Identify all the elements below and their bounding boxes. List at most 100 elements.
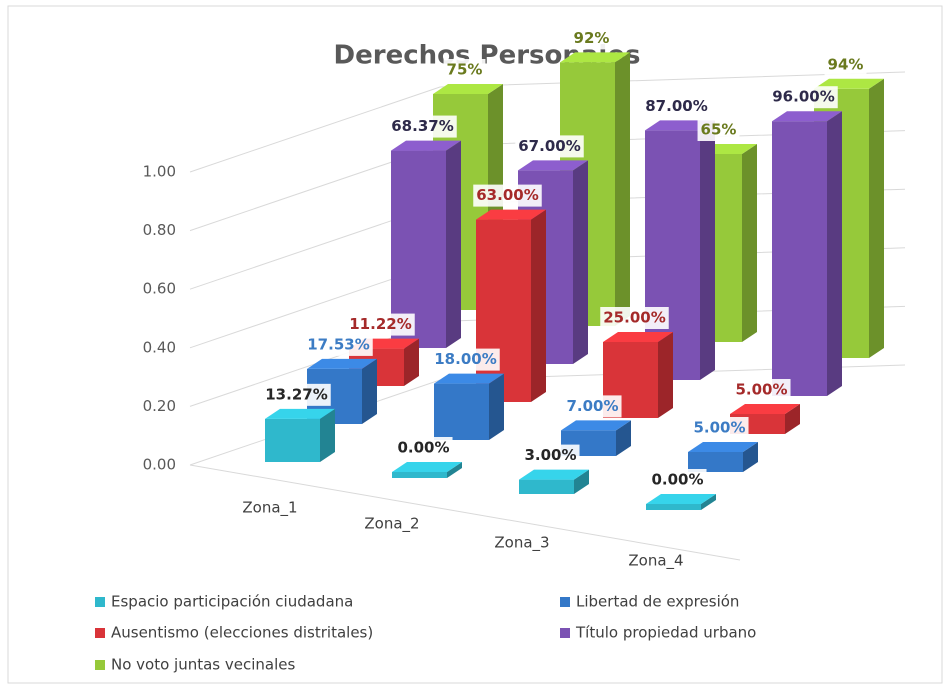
value-label: 13.27% <box>265 385 327 403</box>
value-label-bg <box>563 395 622 418</box>
bar-side <box>320 408 335 462</box>
bar-side <box>869 78 884 359</box>
x-tick-label: Zona_3 <box>494 534 549 553</box>
bars <box>265 52 884 510</box>
legend-swatch <box>95 597 105 607</box>
value-label: 17.53% <box>307 335 369 353</box>
bar-top <box>476 209 546 220</box>
bar-side <box>573 160 588 364</box>
bar <box>603 332 673 418</box>
legend-label: No voto juntas vecinales <box>111 656 295 674</box>
value-label-bg <box>304 333 373 356</box>
value-label-bg <box>732 379 791 401</box>
bar-top <box>519 469 589 480</box>
bar-top <box>391 140 461 151</box>
bar-top <box>392 462 462 472</box>
bar <box>265 408 335 462</box>
value-label: 94% <box>828 55 864 73</box>
bar-side <box>362 358 377 424</box>
labels: 75% 92% 65% 94% 68.37% 67.00% 87.00% 96.00% 11.2… <box>262 27 867 491</box>
value-label: 11.22% <box>349 315 411 333</box>
bar <box>772 111 842 396</box>
value-label-bg <box>443 59 486 81</box>
value-label-bg <box>521 444 580 467</box>
grid-line <box>189 71 906 173</box>
value-label-bg <box>690 417 749 439</box>
value-label: 87.00% <box>645 97 707 115</box>
value-label: 5.00% <box>735 381 787 399</box>
bar-side <box>446 140 461 348</box>
bar-side <box>827 111 842 396</box>
bar-front <box>434 383 489 440</box>
bar-side <box>574 469 589 494</box>
bar-side <box>615 52 630 327</box>
value-label-bg <box>648 469 707 491</box>
bar <box>476 209 546 402</box>
bar-side <box>489 373 504 440</box>
value-label-bg <box>824 53 867 76</box>
value-label-bg <box>600 307 669 329</box>
value-label-bg <box>388 115 457 138</box>
bar-top <box>730 404 800 414</box>
y-tick-label: 0.40 <box>143 338 176 356</box>
bar <box>646 494 716 510</box>
value-label: 63.00% <box>476 186 538 204</box>
value-label-bg <box>570 27 613 50</box>
bar-top <box>646 494 716 504</box>
bar-top <box>434 373 504 384</box>
bar-top <box>561 420 631 431</box>
legend-swatch <box>95 628 105 638</box>
value-label: 3.00% <box>524 446 576 464</box>
bar-top <box>265 408 335 419</box>
bar-side <box>616 420 631 456</box>
bar-front <box>476 219 531 402</box>
value-label: 65% <box>701 121 737 139</box>
value-label: 92% <box>574 29 610 47</box>
bar-side <box>658 332 673 418</box>
bar-side <box>404 338 419 386</box>
value-label: 75% <box>447 61 483 79</box>
bar-top <box>560 52 630 63</box>
bar-front <box>688 452 743 472</box>
x-tick-label: Zona_1 <box>242 499 297 518</box>
bar-side <box>447 462 462 478</box>
bar-front <box>265 418 320 462</box>
bar-top <box>603 332 673 342</box>
x-tick-label: Zona_4 <box>628 552 683 571</box>
bar-top <box>307 358 377 369</box>
bar <box>519 469 589 494</box>
value-label: 67.00% <box>518 137 580 155</box>
bar <box>434 373 504 440</box>
bar-front <box>392 472 447 478</box>
bar <box>392 462 462 478</box>
bar-top <box>772 111 842 122</box>
y-tick-label: 1.00 <box>143 163 176 181</box>
value-label-bg <box>262 383 331 406</box>
bar-top <box>688 442 758 452</box>
bar <box>688 442 758 472</box>
bar-side <box>701 494 716 510</box>
bar-front <box>772 121 827 396</box>
value-label: 0.00% <box>651 471 703 489</box>
legend-label: Título propiedad urbano <box>575 624 756 642</box>
bar-side <box>742 144 757 342</box>
value-label: 5.00% <box>693 419 745 437</box>
y-tick-label: 0.80 <box>143 221 176 239</box>
bar-front <box>519 479 574 494</box>
value-label: 18.00% <box>434 350 496 368</box>
value-label: 96.00% <box>772 88 834 106</box>
value-label-bg <box>346 313 415 336</box>
bar-top <box>518 160 588 171</box>
bar-top <box>433 84 503 94</box>
value-label: 7.00% <box>566 397 618 415</box>
value-label-bg <box>697 119 740 141</box>
legend-label: Libertad de expresión <box>576 593 739 611</box>
legend-swatch <box>560 628 570 638</box>
value-label: 0.00% <box>397 439 449 457</box>
legend-label: Ausentismo (elecciones distritales) <box>111 624 373 642</box>
bar-top <box>645 120 715 131</box>
bar-front <box>646 504 701 510</box>
value-label: 25.00% <box>603 309 665 327</box>
y-tick-label: 0.20 <box>143 397 176 415</box>
